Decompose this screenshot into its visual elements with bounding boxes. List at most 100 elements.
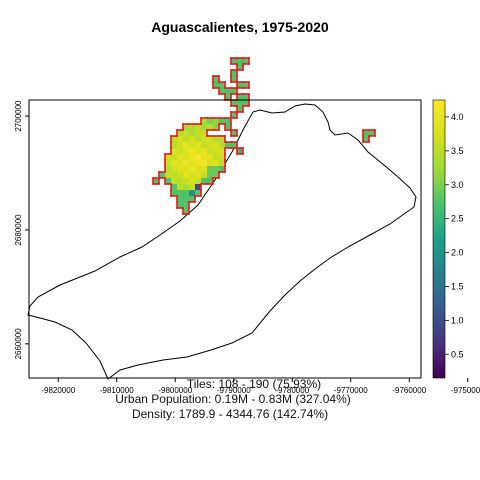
urban-tile — [189, 136, 195, 142]
urban-tile — [219, 154, 225, 160]
urban-tile — [177, 154, 183, 160]
urban-tile — [219, 82, 225, 88]
urban-tile — [219, 88, 225, 94]
urban-tile — [195, 178, 201, 184]
urban-tile — [189, 178, 195, 184]
x-tick-label: -9800000 — [158, 386, 192, 395]
urban-tile — [183, 130, 189, 136]
urban-tile — [207, 178, 213, 184]
urban-tile — [213, 172, 219, 178]
urban-tile — [231, 112, 237, 118]
urban-tile — [207, 160, 213, 166]
urban-tile — [195, 148, 201, 154]
urban-tile — [195, 154, 201, 160]
urban-tile — [189, 160, 195, 166]
urban-tile — [171, 190, 177, 196]
urban-tile — [363, 136, 369, 142]
urban-extent-outline — [152, 57, 376, 215]
x-tick-label: -9750000 — [451, 386, 480, 395]
colorbar-tick-label: 1.0 — [451, 315, 464, 325]
urban-tile — [201, 124, 207, 130]
urban-tile — [201, 142, 207, 148]
urban-tile — [201, 166, 207, 172]
urban-tile — [177, 136, 183, 142]
colorbar-tick-label: 3.0 — [451, 180, 464, 190]
urban-tile — [201, 136, 207, 142]
urban-tile — [195, 124, 201, 130]
y-tick-label: 2680000 — [14, 214, 23, 246]
urban-tile — [189, 172, 195, 178]
urban-tile — [201, 130, 207, 136]
urban-tile — [195, 130, 201, 136]
urban-tile — [183, 190, 189, 196]
urban-tile — [177, 148, 183, 154]
urban-tile — [213, 118, 219, 124]
population-stat: Urban Population: 0.19M - 0.83M (327.04%… — [115, 392, 351, 406]
urban-tile — [171, 160, 177, 166]
urban-tile — [231, 70, 237, 76]
urban-tile — [195, 184, 201, 190]
urban-tile — [207, 136, 213, 142]
urban-tile — [219, 118, 225, 124]
urban-tile — [165, 154, 171, 160]
urban-tile — [183, 202, 189, 208]
urban-tile — [231, 142, 237, 148]
urban-tile — [225, 94, 231, 100]
colorbar-tick-label: 2.0 — [451, 248, 464, 258]
urban-tile — [369, 130, 375, 136]
urban-tile — [183, 172, 189, 178]
urban-tile — [207, 172, 213, 178]
urban-tile — [177, 142, 183, 148]
y-tick-label: 2700000 — [14, 100, 23, 132]
urban-tile — [195, 136, 201, 142]
urban-tile — [177, 130, 183, 136]
x-tick-label: -9770000 — [334, 386, 368, 395]
urban-tile — [183, 178, 189, 184]
urban-tile — [195, 160, 201, 166]
urban-tile — [237, 58, 243, 64]
urban-tile — [213, 124, 219, 130]
urban-tile — [225, 124, 231, 130]
colorbar — [432, 99, 446, 379]
urban-tiles — [153, 58, 375, 214]
colorbar-tick-label: 4.0 — [451, 112, 464, 122]
urban-tile — [195, 142, 201, 148]
urban-tile — [219, 136, 225, 142]
chart-title: Aguascalientes, 1975-2020 — [151, 19, 329, 35]
urban-tile — [243, 94, 249, 100]
urban-tile — [177, 202, 183, 208]
urban-tile — [195, 172, 201, 178]
colorbar-tick-label: 2.5 — [451, 214, 464, 224]
urban-tile — [171, 142, 177, 148]
urban-tile — [189, 166, 195, 172]
urban-tile — [363, 130, 369, 136]
urban-tile — [183, 208, 189, 214]
urban-tile — [219, 160, 225, 166]
urban-tile — [213, 142, 219, 148]
urban-tile — [189, 130, 195, 136]
urban-tile — [231, 76, 237, 82]
tiles-stat: Tiles: 108 - 190 (75.93%) — [186, 377, 322, 391]
urban-tile — [201, 154, 207, 160]
urban-tile — [177, 166, 183, 172]
urban-tile — [165, 178, 171, 184]
urban-tile — [225, 142, 231, 148]
urban-tile — [183, 142, 189, 148]
urban-tile — [201, 148, 207, 154]
colorbar-tick-label: 1.5 — [451, 281, 464, 291]
urban-tile — [219, 166, 225, 172]
urban-tile — [243, 58, 249, 64]
urban-tile — [171, 172, 177, 178]
urban-tile — [183, 196, 189, 202]
urban-tile — [237, 94, 243, 100]
urban-tile — [189, 124, 195, 130]
urban-tile — [171, 136, 177, 142]
x-axis: -9820000 -9810000 -9800000 -9790000 -9780000… — [41, 378, 480, 395]
urban-tile — [165, 166, 171, 172]
urban-tile — [219, 142, 225, 148]
urban-tile — [213, 136, 219, 142]
x-tick-label: -9810000 — [100, 386, 134, 395]
urban-tile — [237, 106, 243, 112]
urban-tile — [177, 160, 183, 166]
urban-tile — [237, 64, 243, 70]
